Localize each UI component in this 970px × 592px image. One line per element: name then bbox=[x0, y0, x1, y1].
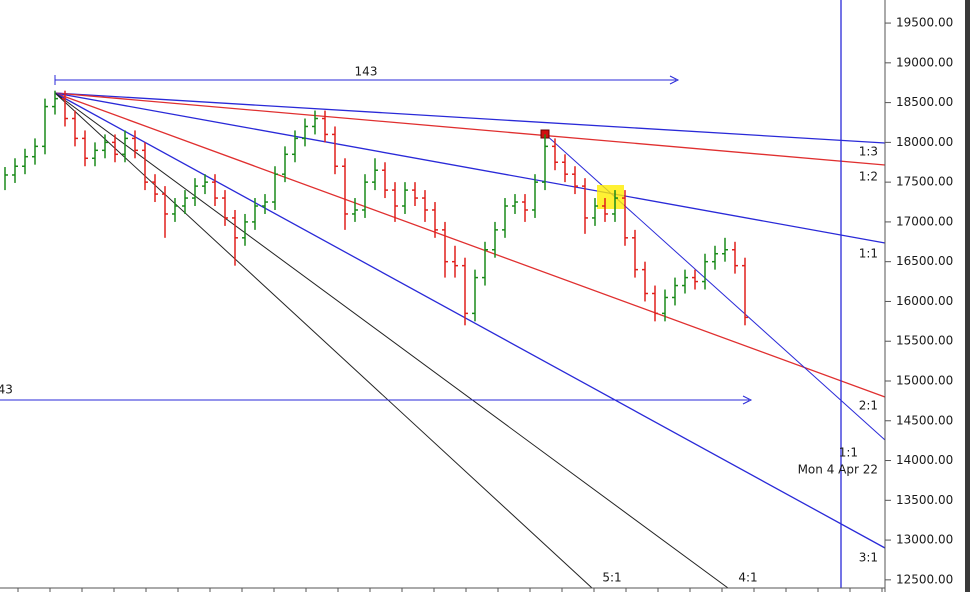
fan-line bbox=[54, 92, 886, 166]
fan-line bbox=[54, 92, 886, 144]
fan-label: 1:1 bbox=[859, 247, 878, 261]
drawings bbox=[0, 0, 886, 589]
fan-line bbox=[54, 92, 729, 589]
fan-label: 5:1 bbox=[602, 571, 621, 585]
y-tick-label: 13000.00 bbox=[896, 533, 953, 547]
y-tick-label: 13500.00 bbox=[896, 493, 953, 507]
fan-label: 4:1 bbox=[738, 571, 757, 585]
range-arrow bbox=[742, 395, 753, 405]
price-axis bbox=[885, 0, 970, 592]
fan-label: 2:1 bbox=[859, 399, 878, 413]
annotation: 143 bbox=[0, 383, 13, 397]
fan-label: 3:1 bbox=[859, 551, 878, 565]
fan-label: 1:2 bbox=[859, 170, 878, 184]
y-tick-label: 16500.00 bbox=[896, 254, 953, 268]
date-label: Mon 4 Apr 22 bbox=[798, 463, 878, 477]
window-edge bbox=[965, 0, 970, 592]
price-bars bbox=[4, 90, 748, 326]
annotation: 143 bbox=[355, 65, 378, 79]
y-tick-label: 18500.00 bbox=[896, 95, 953, 109]
y-tick-label: 12500.00 bbox=[896, 572, 953, 586]
fan-line bbox=[54, 92, 886, 244]
y-tick-label: 18000.00 bbox=[896, 135, 953, 149]
y-tick-label: 19500.00 bbox=[896, 16, 953, 30]
y-tick-label: 19000.00 bbox=[896, 55, 953, 69]
y-tick-label: 15500.00 bbox=[896, 334, 953, 348]
y-tick-label: 14500.00 bbox=[896, 413, 953, 427]
y-tick-label: 16000.00 bbox=[896, 294, 953, 308]
fan-label: 1:1 bbox=[839, 446, 858, 460]
highlight bbox=[597, 185, 624, 209]
fan-label: 1:3 bbox=[859, 145, 878, 159]
fan-line bbox=[54, 92, 886, 398]
y-tick-label: 17500.00 bbox=[896, 175, 953, 189]
fan-line bbox=[54, 92, 886, 549]
y-tick-label: 14000.00 bbox=[896, 453, 953, 467]
y-tick-label: 15000.00 bbox=[896, 373, 953, 387]
range-arrow bbox=[669, 75, 680, 85]
y-tick-label: 17000.00 bbox=[896, 214, 953, 228]
